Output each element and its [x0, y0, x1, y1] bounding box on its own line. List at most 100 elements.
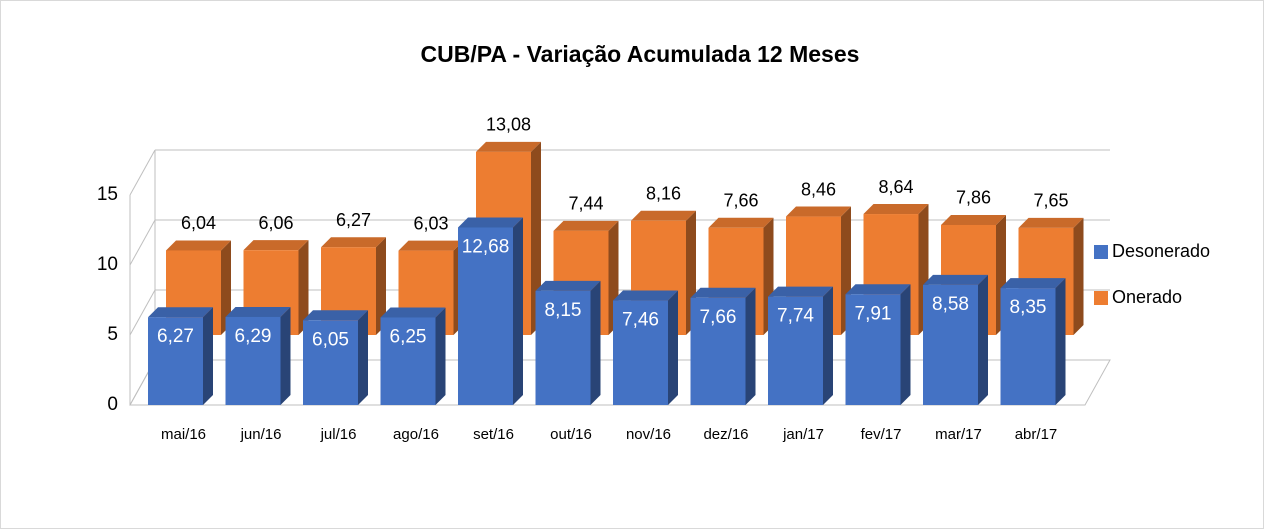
x-tick-label: nov/16 — [626, 426, 671, 443]
grid-line-side — [129, 149, 156, 196]
value-label: 8,16 — [646, 184, 681, 204]
bar — [690, 297, 746, 405]
value-label: 8,15 — [545, 300, 582, 321]
bar-top — [786, 206, 851, 217]
x-tick-label: dez/16 — [703, 426, 748, 443]
grid-line-side — [129, 289, 156, 336]
bar-top — [553, 220, 619, 231]
bar-top — [225, 306, 291, 317]
chart-title: CUB/PA - Variação Acumulada 12 Meses — [421, 41, 860, 67]
x-tick-label: out/16 — [550, 426, 592, 443]
bar — [148, 317, 203, 405]
bar-top — [243, 240, 309, 251]
bar — [458, 227, 513, 405]
bar-side — [823, 286, 833, 405]
value-label: 12,68 — [462, 236, 510, 257]
bar-side — [298, 240, 309, 335]
value-label: 7,91 — [855, 303, 892, 324]
bar-top — [845, 284, 911, 295]
value-label: 8,58 — [932, 294, 969, 315]
bar-side — [203, 307, 213, 405]
value-label: 8,46 — [801, 179, 836, 199]
legend-swatch — [1094, 291, 1108, 305]
bar — [845, 294, 901, 405]
legend-label: Onerado — [1112, 287, 1182, 307]
bar-top — [398, 240, 464, 251]
bar-side — [900, 284, 911, 405]
bar-side — [745, 287, 756, 405]
grid-line-side — [129, 219, 156, 266]
bar-side — [1055, 278, 1066, 405]
bar — [380, 317, 436, 405]
value-label: 7,46 — [622, 310, 659, 331]
legend-label: Desonerado — [1112, 241, 1210, 261]
bar-top — [613, 290, 678, 301]
bar-side — [590, 280, 601, 405]
x-tick-label: fev/17 — [861, 426, 902, 443]
value-label: 6,27 — [157, 326, 194, 347]
bar-top — [303, 310, 368, 321]
bar-top — [458, 217, 523, 228]
bar-top — [923, 274, 988, 285]
bar-top — [768, 286, 833, 297]
y-tick-label: 5 — [107, 324, 118, 345]
x-tick-label: jan/17 — [782, 426, 824, 443]
bar-top — [166, 240, 231, 251]
bar-top — [148, 307, 213, 318]
bar — [1000, 288, 1056, 405]
bar-top — [708, 217, 774, 228]
bar-top — [690, 287, 756, 298]
bar-side — [280, 306, 291, 405]
value-label: 7,74 — [777, 306, 814, 327]
bar-top — [1000, 278, 1066, 289]
bar-top — [863, 204, 929, 215]
value-label: 7,44 — [568, 194, 603, 214]
y-tick-label: 10 — [97, 254, 118, 275]
value-label: 6,25 — [390, 327, 427, 348]
bar-top — [476, 141, 541, 152]
bar-side — [668, 290, 678, 405]
legend-swatch — [1094, 245, 1108, 259]
value-label: 7,65 — [1033, 191, 1068, 211]
bar-side — [513, 217, 523, 405]
bar-side — [1073, 217, 1084, 335]
x-tick-label: mar/17 — [935, 426, 982, 443]
value-label: 8,64 — [878, 177, 913, 197]
value-label: 13,08 — [486, 115, 531, 135]
bar-top — [941, 214, 1006, 225]
bar-top — [1018, 217, 1084, 228]
value-label: 7,86 — [956, 188, 991, 208]
value-label: 6,06 — [258, 213, 293, 233]
value-label: 6,04 — [181, 213, 216, 233]
bar-side — [221, 240, 231, 335]
value-label: 6,03 — [413, 213, 448, 233]
bar — [613, 300, 668, 405]
bar — [923, 284, 978, 405]
value-label: 6,27 — [336, 210, 371, 230]
x-tick-label: mai/16 — [161, 426, 206, 443]
bar-top — [380, 307, 446, 318]
bar — [535, 290, 591, 405]
bar-side — [376, 237, 386, 335]
value-label: 6,29 — [235, 326, 272, 347]
y-tick-label: 15 — [97, 184, 118, 205]
value-label: 7,66 — [723, 191, 758, 211]
x-tick-label: abr/17 — [1015, 426, 1058, 443]
bar-top — [631, 210, 696, 221]
x-tick-label: set/16 — [473, 426, 514, 443]
value-label: 7,66 — [700, 307, 737, 328]
bar — [225, 316, 281, 405]
bar — [303, 320, 358, 405]
bar-side — [358, 310, 368, 405]
x-tick-label: jul/16 — [320, 426, 357, 443]
bar-side — [978, 274, 988, 405]
bar — [768, 296, 823, 405]
x-tick-label: ago/16 — [393, 426, 439, 443]
y-tick-label: 0 — [107, 394, 118, 415]
bar-side — [435, 307, 446, 405]
value-label: 6,05 — [312, 329, 349, 350]
x-tick-label: jun/16 — [240, 426, 282, 443]
value-label: 8,35 — [1010, 297, 1047, 318]
bar-side — [531, 141, 541, 335]
